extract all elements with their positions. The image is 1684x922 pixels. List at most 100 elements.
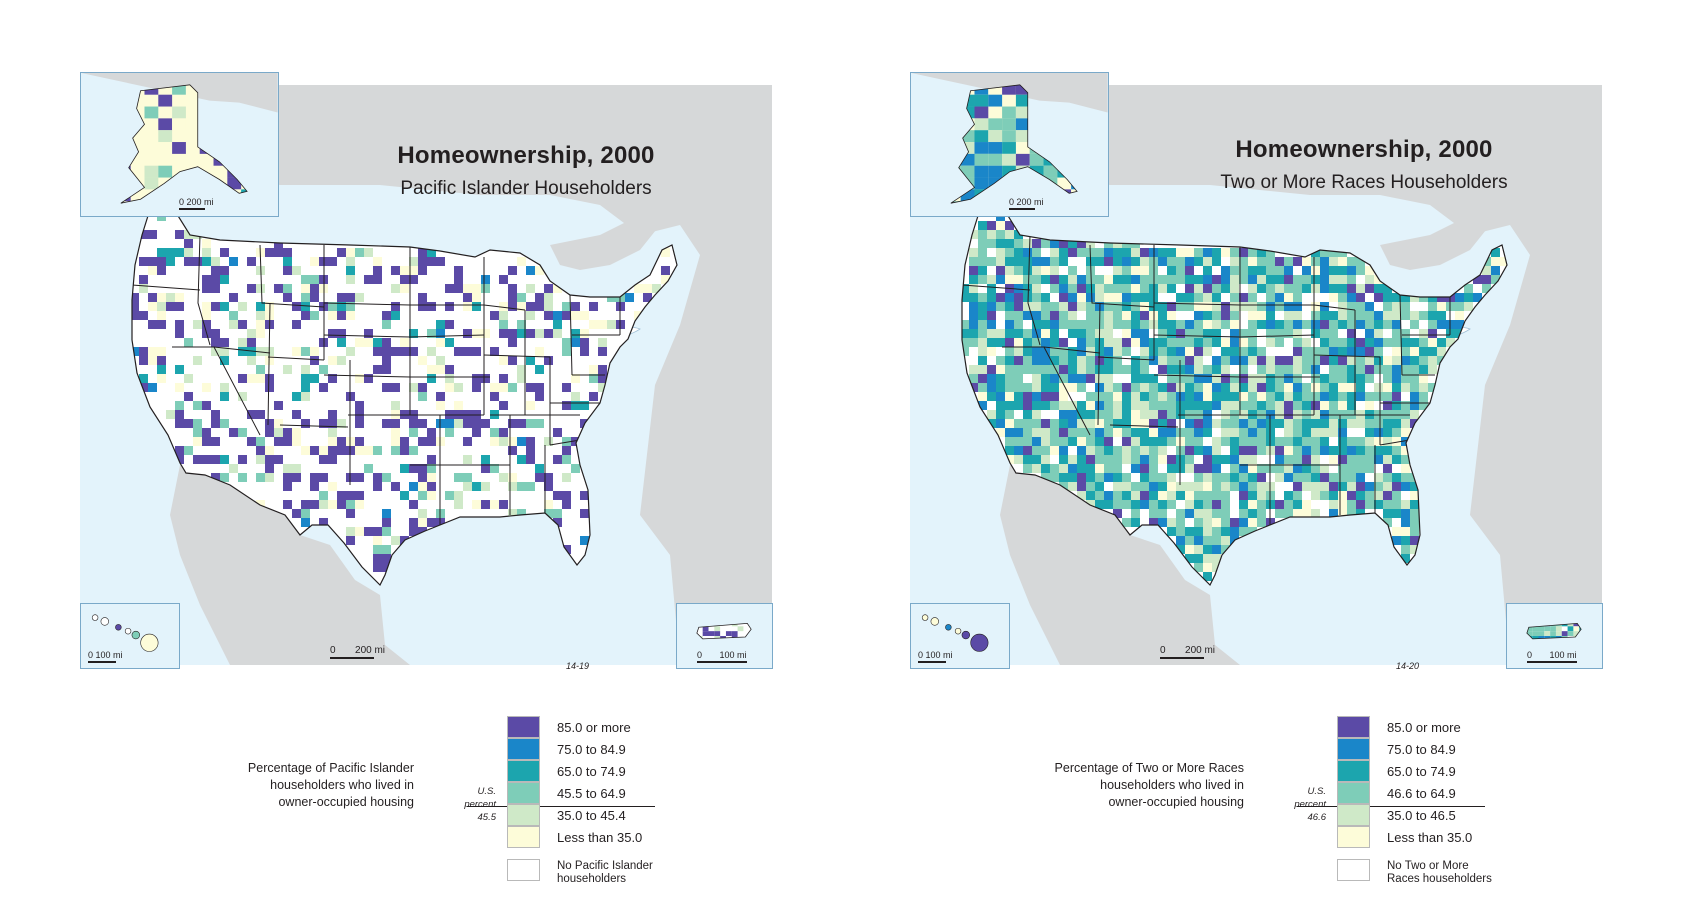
county-cell [1275,473,1284,482]
borough-cell [130,130,145,143]
county-cell [1248,482,1257,491]
county-cell [1239,473,1248,482]
county-cell [969,284,978,293]
county-cell [1203,545,1212,554]
county-cell [1041,455,1050,464]
county-cell [418,482,427,491]
county-cell [1230,293,1239,302]
county-cell [418,257,436,266]
county-cell [1140,383,1149,392]
county-cell [1032,338,1041,347]
county-cell [1383,464,1392,473]
county-cell [1023,257,1032,266]
county-cell [1203,365,1212,374]
county-cell [1230,446,1239,455]
county-cell [1104,464,1113,473]
county-cell [132,347,139,356]
county-cell [1194,536,1203,545]
county-cell [1068,266,1077,275]
county-cell [310,356,319,365]
county-cell [400,275,409,284]
alaska-map [911,73,1108,204]
county-cell [1365,275,1374,284]
county-cell [220,383,229,392]
county-cell [1041,302,1050,311]
borough-cell [144,177,159,190]
county-cell [481,374,490,383]
county-cell [1275,392,1284,401]
county-cell [1329,491,1338,500]
county-cell [1077,275,1086,284]
borough-cell [960,165,975,178]
county-cell [517,374,526,383]
state-line [323,302,411,306]
county-cell [978,266,987,275]
county-cell [1068,365,1077,374]
county-cell [328,455,337,464]
county-cell [427,491,436,500]
county-cell [1086,293,1095,302]
borough-cell [1071,142,1078,154]
county-cell [1338,509,1347,518]
county-cell [301,383,310,392]
caption-line: householders who lived in [1100,778,1244,792]
borough-cell [1015,177,1030,190]
county-cell [1068,428,1077,437]
county-cell [544,500,553,509]
alaska-scale-bar: 0 200 mi [179,197,214,210]
county-cell [1032,428,1041,437]
county-cell [1104,455,1113,464]
county-cell [1158,383,1167,392]
county-cell [157,248,175,257]
county-cell [1140,446,1149,455]
county-cell [1068,464,1077,473]
county-cell [1149,500,1158,509]
county-cell [526,356,535,365]
county-cell [1230,518,1239,527]
county-cell [1221,482,1230,491]
municipio-cell [1555,631,1562,636]
county-cell [1140,464,1149,473]
county-cell [969,374,978,383]
county-cell [1032,302,1041,311]
county-cell [1104,383,1113,392]
county-cell [1275,383,1284,392]
county-cell [1023,437,1032,446]
legend-label: 85.0 or more [557,720,631,735]
county-cell [283,284,292,293]
county-cell [454,419,463,428]
scale-zero: 0 [1009,197,1015,207]
county-cell [1122,293,1131,302]
county-cell [427,455,436,464]
county-cell [1050,338,1059,347]
county-cell [1122,392,1131,401]
county-cell [202,302,211,311]
county-cell [1032,311,1041,320]
county-cell [1302,383,1311,392]
county-cell [562,455,571,464]
county-cell [292,473,301,482]
county-cell [427,374,436,383]
municipio-cell [1561,623,1568,627]
puerto-rico-inset: 0 100 mi [676,603,773,669]
county-cell [1140,347,1149,356]
county-cell [364,329,373,338]
county-cell [445,428,454,437]
borough-cell [988,189,1003,202]
county-cell [1158,248,1167,257]
state-line [1379,439,1411,446]
subtitle: Pacific Islander Householders [400,178,652,199]
county-cell [1293,338,1302,347]
county-cell [1032,365,1041,374]
borough-cell [1071,130,1078,143]
municipio-cell [708,631,715,636]
county-cell [481,455,490,464]
municipio-cell [1538,626,1545,632]
county-cell [1176,347,1185,356]
county-cell [1086,311,1104,320]
county-cell [1194,563,1203,572]
county-cell [1284,293,1293,302]
county-cell [1401,329,1410,338]
county-cell [1284,374,1293,383]
county-cell [1383,356,1392,365]
